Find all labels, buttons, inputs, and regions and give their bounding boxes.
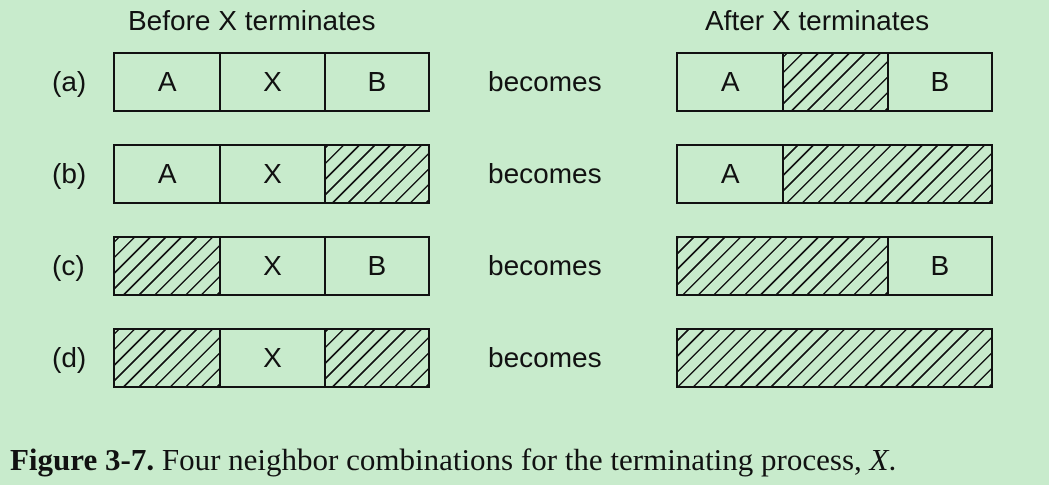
process-segment: B [323,238,428,294]
caption-end: . [888,442,897,477]
free-hole-segment [115,330,220,386]
free-hole-segment [115,238,220,294]
memory-bar-after [676,328,993,388]
after-header: After X terminates [705,5,930,36]
process-segment: A [157,66,177,97]
process-segment: B [323,54,428,110]
becomes-label: becomes [488,250,602,281]
memory-bar-after: B [676,236,993,296]
process-segment: X [219,330,323,386]
row-label: (c) [52,250,85,281]
process-segment: B [886,54,991,110]
free-hole-segment [678,238,887,294]
process-segment: A [720,158,740,189]
before-header: Before X terminates [128,5,376,36]
row-label: (b) [52,158,87,189]
process-segment: X [219,146,323,202]
caption-process: X [869,442,889,477]
memory-bar-after: A [676,144,993,204]
free-hole-segment [323,146,428,202]
process-segment: X [219,54,323,110]
becomes-label: becomes [488,342,602,373]
becomes-label: becomes [488,158,602,189]
process-segment: A [720,66,740,97]
row-label: (d) [52,342,87,373]
caption-text: Four neighbor combinations for the termi… [161,442,862,477]
figure-caption: Figure 3-7. Four neighbor combinations f… [10,440,896,480]
free-hole-segment [782,146,991,202]
process-segment: A [157,158,177,189]
free-hole-segment [323,330,428,386]
free-hole-segment [782,54,887,110]
figure-label: Figure 3-7. [10,442,155,477]
free-hole-segment [678,330,991,386]
row-label: (a) [52,66,87,97]
memory-bar-before: X [113,328,430,388]
becomes-label: becomes [488,66,602,97]
process-segment: X [219,238,323,294]
process-segment: B [886,238,991,294]
